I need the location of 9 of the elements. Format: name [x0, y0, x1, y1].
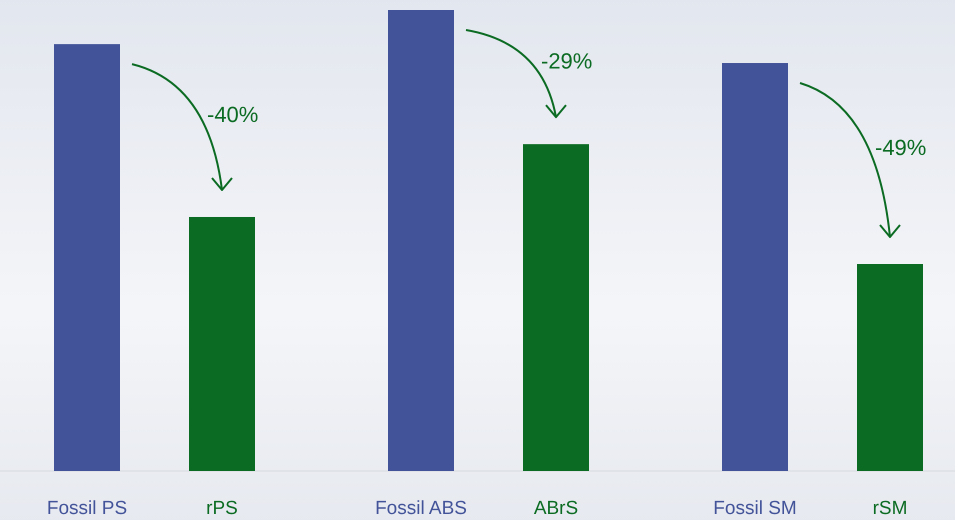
x-tick-label: Fossil PS	[46, 498, 128, 519]
annotation: -29%	[541, 48, 592, 74]
x-tick-label: Fossil SM	[713, 498, 797, 519]
x-tick-label: ABrS	[534, 498, 578, 519]
annotation: -40%	[207, 102, 258, 128]
x-tick-label: rPS	[206, 498, 238, 519]
x-tick-label: rSM	[872, 498, 908, 519]
x-tick-label: Fossil ABS	[375, 498, 467, 519]
annotation: -49%	[875, 135, 926, 160]
